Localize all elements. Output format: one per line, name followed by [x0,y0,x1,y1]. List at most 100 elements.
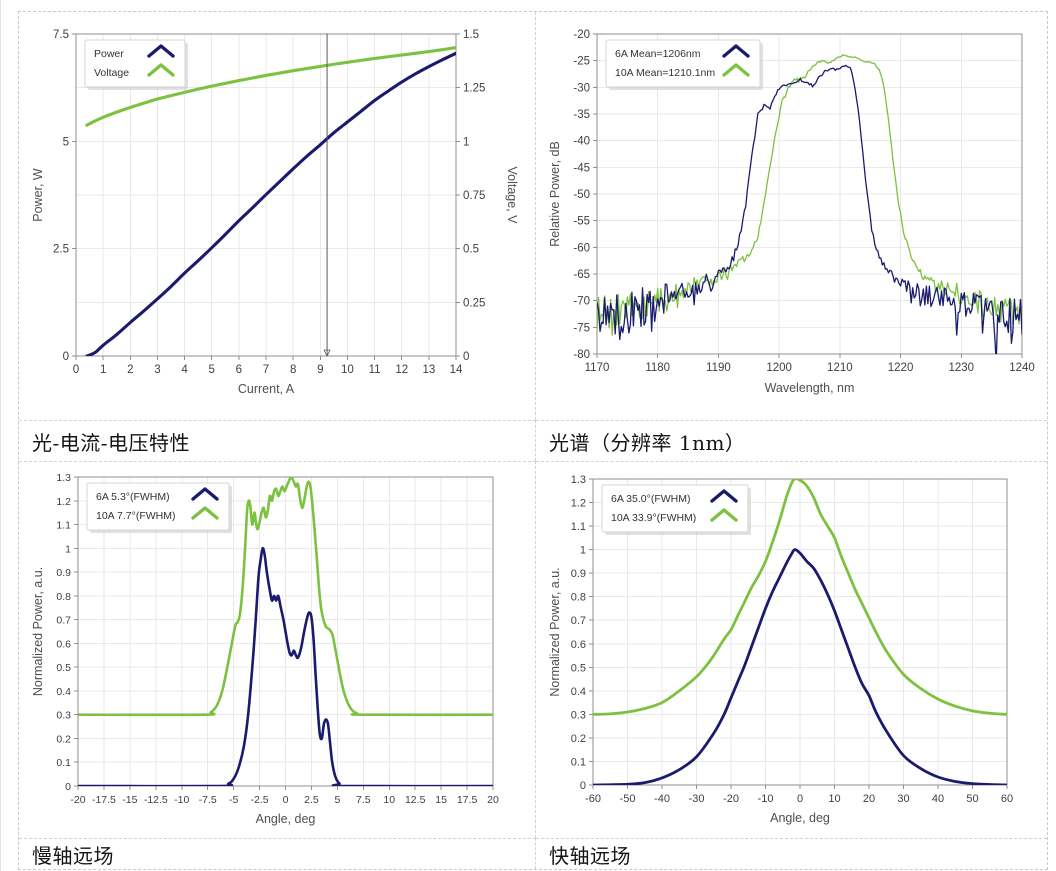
liv-chart-cell: 0 1 2 3 4 5 6 7 8 9 10 11 12 13 14 0 2.5 5 7.5 0 0.25 0.5 0.75… [19,12,536,420]
svg-text:-30: -30 [689,793,705,805]
series-group [593,479,1007,785]
svg-text:-40: -40 [573,136,590,148]
svg-text:0.5: 0.5 [56,662,71,674]
svg-text:0.2: 0.2 [56,733,71,745]
svg-text:17.5: 17.5 [457,794,478,806]
svg-text:1230: 1230 [948,362,974,374]
legend: 6A 35.0°(FWHM) 10A 33.9°(FWHM) [601,484,751,535]
legend-marker-6a-mean-1206nm [722,44,750,58]
legend-marker-10a-33-9-fwhm [710,508,738,522]
svg-text:1240: 1240 [1009,362,1035,374]
svg-text:-7.5: -7.5 [199,794,217,806]
svg-text:12.5: 12.5 [405,794,426,806]
y-axis-title: Relative Power, dB [548,141,562,247]
slow-axis-chart-cell: -20 -17.5 -15 -12.5 -10 -7.5 -5 -2.5 0 2.5 5 7.5 10 1… [19,461,536,838]
series-10a-slow-axis [78,477,493,717]
svg-text:7.5: 7.5 [53,29,69,41]
y-axis-title: Normalized Power, a.u. [548,567,562,696]
svg-text:-60: -60 [573,242,590,254]
svg-text:15: 15 [435,794,447,806]
svg-text:20: 20 [487,794,499,806]
x-axis-title: Wavelength, nm [765,381,855,395]
svg-text:1.1: 1.1 [56,520,71,532]
x-axis-title: Angle, deg [256,812,316,826]
svg-text:-15: -15 [122,794,137,806]
svg-text:5: 5 [334,794,340,806]
axis-tick-labels: 0 1 2 3 4 5 6 7 8 9 10 11 12 13 1402.557.500.250.50.75… [53,29,485,376]
liv-caption: 光-电流-电压特性 [19,420,536,461]
legend-label-10a-mean-1210-1nm: 10A Mean=1210.1nm [615,67,715,79]
svg-text:2.5: 2.5 [304,794,319,806]
svg-text:-2.5: -2.5 [251,794,269,806]
chart-cursor[interactable] [323,34,331,357]
svg-text:30: 30 [897,793,909,805]
svg-text:10: 10 [828,793,840,805]
series-voltage [85,45,456,127]
svg-text:5: 5 [209,364,215,376]
legend-label-10a-7-7-fwhm: 10A 7.7°(FWHM) [96,510,175,522]
y-axis-title: Power, W [31,168,45,222]
svg-text:0.7: 0.7 [56,615,71,627]
legend-label-6a-5-3-fwhm: 6A 5.3°(FWHM) [96,491,170,503]
svg-text:-35: -35 [573,109,590,121]
fast-axis-chart: -60 -50 -40 -30 -20 -10 0 10 20 30 40 50 60 0 0.1 0.2 0.… [548,474,1013,825]
svg-text:1170: 1170 [585,362,610,374]
legend-marker-6a-5-3-fwhm [191,487,219,501]
svg-text:-20: -20 [70,794,85,806]
slow-axis-chart: -20 -17.5 -15 -12.5 -10 -7.5 -5 -2.5 0 2.5 5 7.5 10 1… [31,472,499,826]
svg-text:0: 0 [73,364,79,376]
svg-text:-60: -60 [585,793,601,805]
axis-tick-labels: -20 -17.5 -15 -12.5 -10 -7.5 -5 -2.5 0 2.5 5 7.5 10 1… [56,472,499,806]
svg-text:1210: 1210 [827,362,853,374]
legend: Power Voltage [84,39,188,90]
spectrum-chart: 1170 1180 1190 1200 1210 1220 1230 1240 -80 -75 -7… [548,29,1035,395]
svg-text:1190: 1190 [706,362,731,374]
svg-text:10: 10 [383,794,395,806]
series-10a-spectrum [597,54,1022,336]
legend-marker-10a-7-7-fwhm [191,506,219,520]
svg-text:8: 8 [290,364,296,376]
svg-text:-50: -50 [573,189,590,201]
svg-text:0: 0 [63,351,69,363]
svg-text:60: 60 [1001,793,1013,805]
svg-text:0.1: 0.1 [571,756,586,768]
axis-tick-labels: 1170 1180 1190 1200 1210 1220 1230 1240 -80 -75 -7… [573,29,1034,374]
axis-ticks [72,33,460,360]
series-6a-slow-axis [78,546,493,786]
series-10a-fast-axis [593,479,1007,716]
legend-marker-10a-mean-1210-1nm [722,63,750,77]
legend: 6A Mean=1206nm 10A Mean=1210.1nm [605,39,763,90]
legend-label-6a-35-0-fwhm: 6A 35.0°(FWHM) [611,493,690,505]
axis-ticks [593,33,1023,358]
svg-text:1.2: 1.2 [571,498,586,510]
svg-text:1.3: 1.3 [56,472,71,484]
svg-text:-25: -25 [573,56,590,68]
legend-marker-6a-35-0-fwhm [710,489,738,503]
svg-text:0: 0 [283,794,289,806]
series-group [597,54,1022,354]
svg-text:-50: -50 [620,793,636,805]
svg-text:1.1: 1.1 [571,521,586,533]
svg-text:0.8: 0.8 [56,591,71,603]
svg-text:0.6: 0.6 [571,639,586,651]
x-axis-title: Angle, deg [770,811,830,825]
svg-text:-12.5: -12.5 [144,794,168,806]
svg-text:-55: -55 [573,216,590,228]
svg-text:5: 5 [63,136,69,148]
legend-label-power: Power [94,48,124,60]
series-power [85,51,456,356]
svg-text:2.5: 2.5 [53,244,69,256]
svg-text:4: 4 [181,364,188,376]
svg-text:13: 13 [422,364,435,376]
page-left-edge [0,0,1,871]
svg-text:-40: -40 [654,793,670,805]
svg-text:7.5: 7.5 [356,794,371,806]
svg-text:0.1: 0.1 [56,757,71,769]
axis-ticks [74,476,494,790]
series-6a-spectrum [597,64,1022,354]
svg-text:-17.5: -17.5 [92,794,116,806]
svg-text:10: 10 [341,364,354,376]
svg-text:6: 6 [236,364,242,376]
legend-marker-voltage [147,63,175,77]
svg-text:-65: -65 [573,269,590,281]
